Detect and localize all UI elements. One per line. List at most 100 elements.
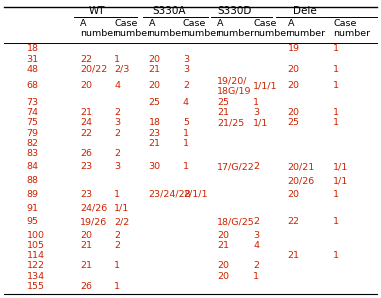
- Text: 25: 25: [149, 98, 160, 107]
- Text: 1: 1: [333, 81, 339, 90]
- Text: 20: 20: [80, 231, 92, 240]
- Text: 1/1: 1/1: [333, 162, 349, 172]
- Text: Case: Case: [114, 19, 138, 28]
- Text: 91: 91: [27, 204, 38, 213]
- Text: 95: 95: [27, 217, 38, 226]
- Text: 25: 25: [288, 118, 299, 128]
- Text: 20: 20: [149, 55, 160, 63]
- Text: 21: 21: [80, 261, 92, 271]
- Text: 1: 1: [333, 108, 339, 117]
- Text: S330D: S330D: [217, 6, 251, 16]
- Text: 1: 1: [183, 128, 189, 138]
- Text: 2/1/1: 2/1/1: [183, 190, 207, 199]
- Text: Dele: Dele: [293, 6, 317, 16]
- Text: 3: 3: [114, 118, 120, 128]
- Text: 20: 20: [288, 190, 299, 199]
- Text: 20/22: 20/22: [80, 65, 107, 74]
- Text: 2: 2: [114, 149, 120, 158]
- Text: 1/1/1: 1/1/1: [253, 81, 278, 90]
- Text: 20: 20: [80, 81, 92, 90]
- Text: 1: 1: [114, 261, 120, 271]
- Text: number: number: [114, 29, 151, 38]
- Text: 21: 21: [288, 251, 299, 260]
- Text: 4: 4: [114, 81, 120, 90]
- Text: Case: Case: [183, 19, 206, 28]
- Text: 68: 68: [27, 81, 38, 90]
- Text: 20/21: 20/21: [288, 162, 315, 172]
- Text: 1: 1: [333, 44, 339, 53]
- Text: 2: 2: [253, 162, 259, 172]
- Text: 21/25: 21/25: [217, 118, 245, 128]
- Text: Case: Case: [253, 19, 277, 28]
- Text: 21: 21: [80, 108, 92, 117]
- Text: 20/26: 20/26: [288, 176, 315, 185]
- Text: 89: 89: [27, 190, 38, 199]
- Text: 3: 3: [253, 108, 259, 117]
- Text: 20: 20: [288, 108, 299, 117]
- Text: 3: 3: [183, 65, 189, 74]
- Text: 30: 30: [149, 162, 161, 172]
- Text: 26: 26: [80, 282, 92, 291]
- Text: number: number: [253, 29, 290, 38]
- Text: 1: 1: [114, 282, 120, 291]
- Text: 23/24/28: 23/24/28: [149, 190, 191, 199]
- Text: 5: 5: [183, 118, 189, 128]
- Text: 155: 155: [27, 282, 45, 291]
- Text: 4: 4: [183, 98, 189, 107]
- Text: Case: Case: [333, 19, 357, 28]
- Text: 3: 3: [253, 231, 259, 240]
- Text: 1: 1: [333, 251, 339, 260]
- Text: 31: 31: [27, 55, 39, 63]
- Text: 23: 23: [80, 162, 92, 172]
- Text: 1: 1: [333, 118, 339, 128]
- Text: 22: 22: [80, 55, 92, 63]
- Text: WT: WT: [89, 6, 106, 16]
- Text: 1: 1: [114, 190, 120, 199]
- Text: 2: 2: [114, 231, 120, 240]
- Text: 22: 22: [288, 217, 299, 226]
- Text: 18: 18: [27, 44, 38, 53]
- Text: number: number: [183, 29, 220, 38]
- Text: 84: 84: [27, 162, 38, 172]
- Text: 1: 1: [183, 139, 189, 148]
- Text: 88: 88: [27, 176, 38, 185]
- Text: 1: 1: [183, 162, 189, 172]
- Text: 1: 1: [333, 190, 339, 199]
- Text: 1: 1: [333, 65, 339, 74]
- Text: A: A: [288, 19, 294, 28]
- Text: 25: 25: [217, 98, 229, 107]
- Text: 26: 26: [80, 149, 92, 158]
- Text: number: number: [288, 29, 325, 38]
- Text: 21: 21: [149, 65, 160, 74]
- Text: 2: 2: [114, 108, 120, 117]
- Text: 20: 20: [288, 65, 299, 74]
- Text: 21: 21: [80, 241, 92, 250]
- Text: 82: 82: [27, 139, 38, 148]
- Text: 20: 20: [288, 81, 299, 90]
- Text: 83: 83: [27, 149, 39, 158]
- Text: 1: 1: [253, 98, 259, 107]
- Text: 2: 2: [183, 81, 189, 90]
- Text: number: number: [80, 29, 117, 38]
- Text: 2: 2: [114, 241, 120, 250]
- Text: 73: 73: [27, 98, 39, 107]
- Text: 2: 2: [253, 217, 259, 226]
- Text: 1/1: 1/1: [114, 204, 130, 213]
- Text: 79: 79: [27, 128, 38, 138]
- Text: number: number: [217, 29, 254, 38]
- Text: 4: 4: [253, 241, 259, 250]
- Text: number: number: [149, 29, 186, 38]
- Text: 48: 48: [27, 65, 38, 74]
- Text: 1: 1: [114, 55, 120, 63]
- Text: A: A: [217, 19, 224, 28]
- Text: 1: 1: [333, 217, 339, 226]
- Text: 134: 134: [27, 271, 45, 281]
- Text: number: number: [333, 29, 370, 38]
- Text: 20: 20: [149, 81, 160, 90]
- Text: 74: 74: [27, 108, 38, 117]
- Text: 23: 23: [149, 128, 161, 138]
- Text: 3: 3: [114, 162, 120, 172]
- Text: 20: 20: [217, 271, 229, 281]
- Text: 114: 114: [27, 251, 45, 260]
- Text: 100: 100: [27, 231, 45, 240]
